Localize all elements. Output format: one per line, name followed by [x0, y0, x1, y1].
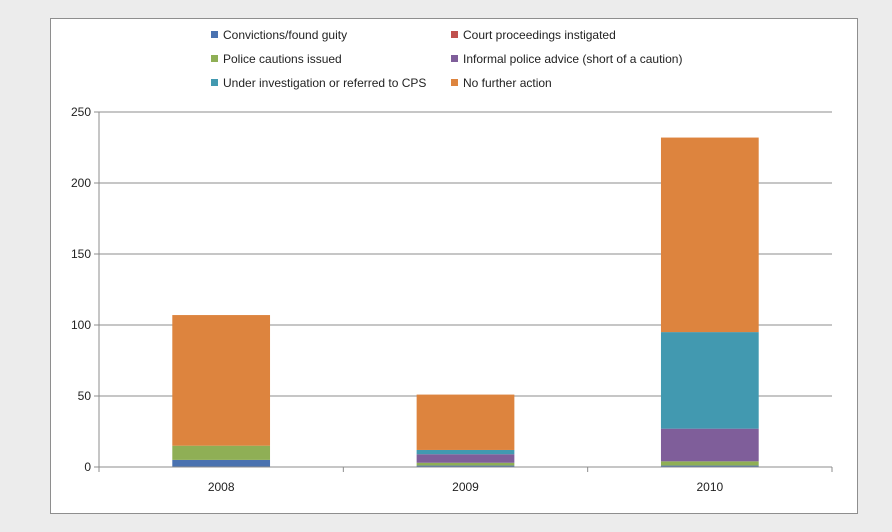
legend-label: Police cautions issued [223, 52, 342, 66]
x-tick-label: 2008 [208, 480, 235, 494]
bar-segment [416, 462, 515, 466]
legend-label: Convictions/found guity [223, 28, 347, 42]
y-tick-label: 200 [71, 176, 91, 190]
chart-frame: 0 50 100 150 200 250 2008 2009 2010 Convictions/… [50, 18, 858, 514]
bar-segment [172, 459, 271, 467]
bar-segment [660, 461, 759, 466]
legend-label: Court proceedings instigated [463, 28, 616, 42]
bars [172, 137, 759, 467]
legend-label: Under investigation or referred to CPS [223, 76, 426, 90]
y-tick-label: 0 [84, 460, 91, 474]
bar-segment [660, 465, 759, 467]
legend-swatch [211, 79, 218, 86]
bar-segment [416, 454, 515, 463]
bar-segment [660, 332, 759, 429]
legend: Convictions/found guity Court proceedings… [211, 28, 682, 90]
x-tick-label: 2010 [696, 480, 723, 494]
legend-swatch [451, 55, 458, 62]
bar-segment [416, 465, 515, 467]
stacked-bar-chart: 0 50 100 150 200 250 2008 2009 2010 Convictions/… [71, 28, 833, 494]
y-tick-label: 50 [78, 389, 92, 403]
legend-swatch [451, 31, 458, 38]
legend-swatch [211, 31, 218, 38]
legend-swatch [211, 55, 218, 62]
axes: 0 50 100 150 200 250 2008 2009 2010 [71, 105, 833, 494]
y-tick-label: 150 [71, 247, 91, 261]
x-tick-label: 2009 [452, 480, 479, 494]
legend-label: Informal police advice (short of a cauti… [463, 52, 682, 66]
bar-segment [172, 315, 271, 446]
y-tick-label: 250 [71, 105, 91, 119]
bar-segment [416, 449, 515, 455]
bar-segment [172, 445, 271, 460]
legend-swatch [451, 79, 458, 86]
legend-label: No further action [463, 76, 552, 90]
y-tick-label: 100 [71, 318, 91, 332]
bar-segment [660, 137, 759, 333]
bar-segment [416, 394, 515, 450]
bar-segment [660, 428, 759, 462]
